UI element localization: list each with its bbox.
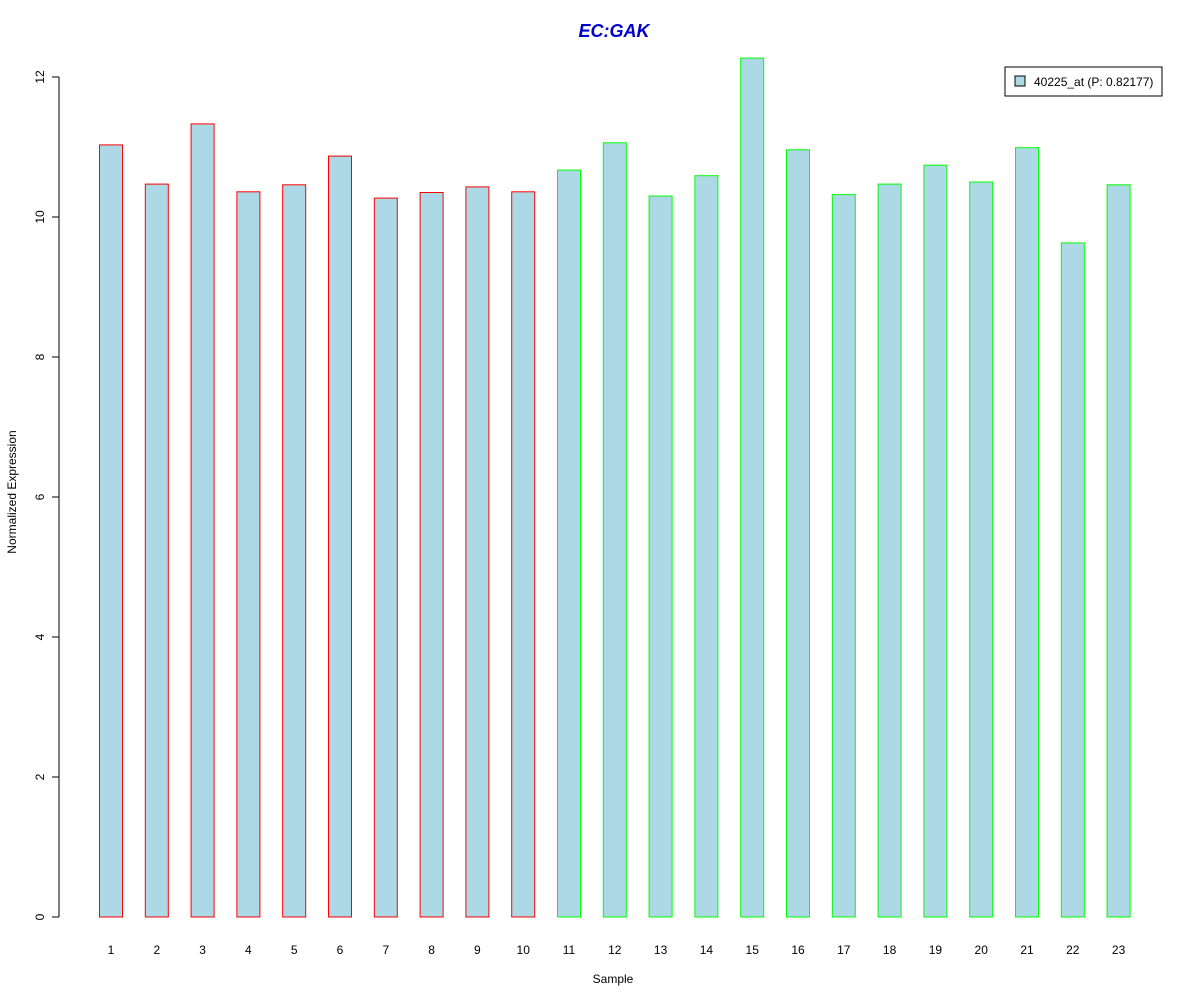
y-tick-label: 2 [33, 773, 47, 780]
bar-sample-19 [923, 164, 948, 918]
y-tick-label: 0 [33, 913, 47, 920]
bar-sample-2 [144, 183, 169, 918]
x-tick-label: 3 [199, 943, 206, 957]
bar-sample-15 [740, 57, 765, 918]
x-tick-label: 14 [700, 943, 714, 957]
x-tick-label: 6 [337, 943, 344, 957]
legend-swatch [1014, 75, 1026, 87]
bar-sample-10 [511, 191, 536, 918]
bar-sample-22 [1060, 242, 1085, 918]
bar-sample-21 [1015, 147, 1039, 918]
x-tick-label: 1 [108, 943, 115, 957]
x-tick-label: 4 [245, 943, 252, 957]
legend: 40225_at (P: 0.82177) [1004, 66, 1163, 97]
x-tick-label: 8 [428, 943, 435, 957]
x-tick-label: 18 [883, 943, 897, 957]
legend-series-label: 40225_at (P: 0.82177) [1034, 75, 1153, 89]
x-tick-label: 9 [474, 943, 481, 957]
x-tick-label: 12 [608, 943, 622, 957]
y-tick-label: 4 [33, 633, 47, 640]
bar-sample-17 [831, 194, 856, 918]
y-tick-label: 12 [33, 70, 47, 84]
chart-title: EC:GAK [579, 21, 652, 41]
bar-sample-8 [419, 192, 444, 918]
x-tick-label: 10 [517, 943, 531, 957]
x-tick-label: 22 [1066, 943, 1080, 957]
bars [99, 57, 1131, 918]
bar-sample-7 [373, 197, 398, 918]
bar-sample-11 [557, 169, 581, 918]
bar-sample-23 [1106, 184, 1131, 918]
x-tick-label: 20 [975, 943, 989, 957]
bar-sample-18 [877, 183, 902, 918]
x-tick-label: 7 [382, 943, 389, 957]
y-axis: 0 2 4 6 8 10 12 [33, 70, 60, 920]
y-tick-label: 6 [33, 493, 47, 500]
bar-sample-6 [328, 155, 352, 918]
bar-sample-13 [648, 195, 673, 918]
bar-sample-20 [969, 181, 994, 918]
legend-box [1004, 66, 1163, 97]
x-tick-label: 17 [837, 943, 851, 957]
bar-sample-1 [99, 144, 123, 918]
y-axis-label: Normalized Expression [5, 430, 19, 553]
y-tick-label: 8 [33, 353, 47, 360]
x-tick-label: 13 [654, 943, 668, 957]
bar-sample-4 [236, 191, 261, 918]
bar-sample-3 [190, 123, 215, 918]
y-tick-label: 10 [33, 210, 47, 224]
bar-sample-16 [786, 149, 810, 918]
bar-sample-5 [282, 184, 307, 918]
x-tick-label: 23 [1112, 943, 1126, 957]
x-tick-label: 16 [791, 943, 805, 957]
bar-sample-9 [465, 186, 490, 918]
x-tick-label: 21 [1020, 943, 1034, 957]
bar-sample-12 [602, 142, 627, 918]
bar-sample-14 [694, 175, 719, 918]
x-tick-label: 19 [929, 943, 943, 957]
x-tick-label: 11 [563, 943, 576, 957]
x-tick-label: 15 [746, 943, 760, 957]
x-axis: 1 2 3 4 5 6 7 8 9 10 11 12 13 14 15 16 17 18 19 20 21 22 23 [108, 943, 1126, 957]
x-axis-label: Sample [593, 972, 634, 986]
x-tick-label: 5 [291, 943, 298, 957]
x-tick-label: 2 [153, 943, 160, 957]
